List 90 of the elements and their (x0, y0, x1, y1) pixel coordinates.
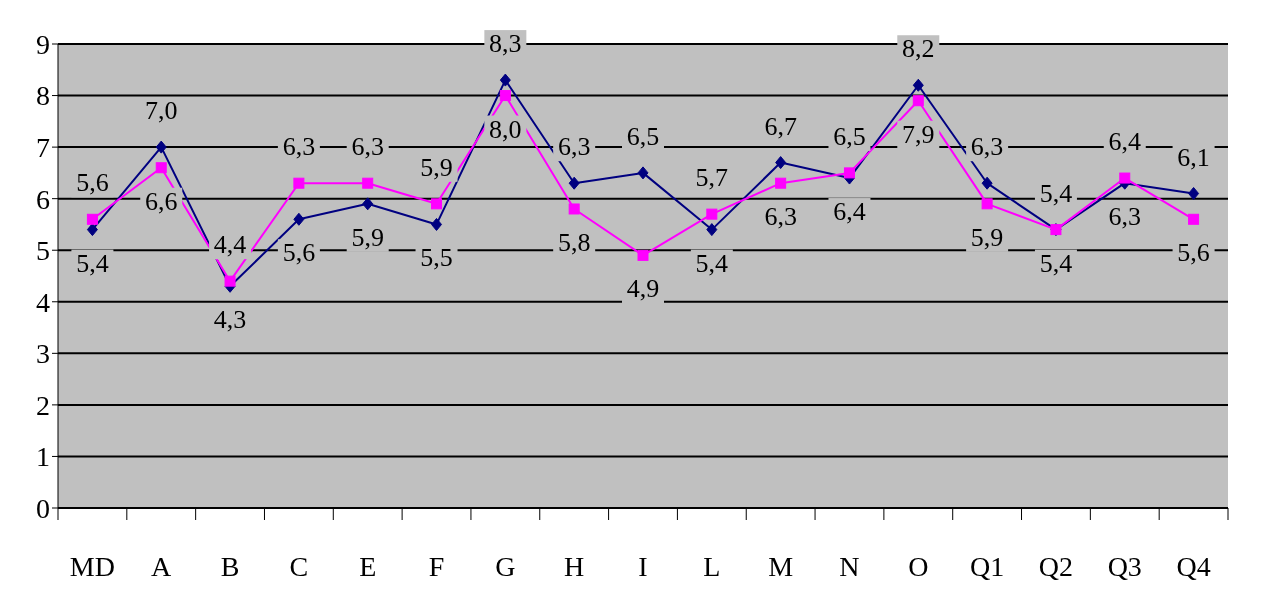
data-label: 4,4 (213, 230, 247, 260)
point (499, 73, 511, 87)
data-label: 5,5 (420, 243, 453, 273)
x-tick-label: H (564, 551, 585, 582)
point (706, 208, 718, 220)
point (912, 78, 924, 92)
x-tick-label: M (768, 551, 794, 582)
data-label: 5,6 (76, 168, 109, 198)
y-tick-label: 3 (36, 338, 50, 370)
point (637, 166, 649, 180)
data-label: 6,6 (144, 186, 178, 216)
data-label: 5,4 (1039, 178, 1073, 208)
data-label: 7,0 (144, 96, 178, 126)
x-tick-label: G (495, 551, 516, 582)
point (981, 198, 993, 210)
data-label: 7,9 (902, 119, 935, 149)
point (499, 90, 511, 102)
y-tick-label: 7 (36, 132, 50, 164)
data-label: 6,3 (970, 132, 1004, 162)
x-tick-label: MD (69, 551, 115, 582)
data-label: 5,6 (282, 238, 316, 268)
x-tick-label: N (839, 551, 860, 582)
data-label: 8,0 (489, 114, 522, 144)
data-label: 6,5 (626, 121, 660, 151)
data-label: 5,7 (695, 163, 729, 193)
data-label: 5,4 (76, 248, 109, 278)
point (224, 275, 236, 287)
data-label: 6,3 (557, 132, 591, 162)
point (155, 162, 167, 174)
point (843, 167, 855, 179)
data-label: 6,5 (833, 121, 866, 151)
point (431, 198, 443, 210)
x-tick-label: Q2 (1038, 551, 1074, 582)
y-tick-label: 0 (36, 492, 50, 524)
data-label: 5,8 (557, 227, 591, 257)
point (86, 213, 98, 225)
data-label: 6,1 (1177, 142, 1210, 172)
y-tick-label: 4 (36, 286, 50, 318)
data-label: 6,7 (764, 111, 797, 141)
point (637, 249, 649, 261)
data-label: 6,3 (1108, 202, 1142, 232)
point (568, 176, 580, 190)
data-label: 5,9 (420, 152, 453, 182)
data-label: 4,9 (626, 274, 660, 304)
y-tick-label: 5 (36, 235, 50, 267)
y-tick-label: 8 (36, 80, 50, 112)
point (1119, 172, 1131, 184)
point (431, 217, 443, 231)
x-tick-label: F (428, 551, 445, 582)
x-tick-label: B (220, 551, 240, 582)
y-tick-label: 2 (36, 389, 50, 421)
y-tick-label: 1 (36, 441, 50, 473)
data-label: 5,9 (970, 222, 1004, 252)
x-tick-label: A (151, 551, 173, 582)
point (1188, 213, 1200, 225)
point (155, 140, 167, 154)
x-tick-label: L (703, 551, 721, 582)
data-label: 5,9 (351, 222, 384, 252)
point (706, 223, 718, 237)
data-label: 5,4 (1039, 248, 1073, 278)
data-label: 4,3 (213, 305, 247, 335)
data-label: 8,2 (902, 34, 935, 64)
point (362, 197, 374, 211)
data-label: 6,4 (1108, 127, 1142, 157)
data-label: 6,3 (764, 202, 797, 232)
data-label: 6,4 (833, 197, 866, 227)
x-tick-label: I (638, 551, 648, 582)
point (568, 203, 580, 215)
point (293, 177, 305, 189)
point (981, 176, 993, 190)
x-tick-label: E (359, 551, 377, 582)
data-label: 6,3 (282, 132, 316, 162)
point (1188, 187, 1200, 201)
x-tick-label: Q3 (1107, 551, 1142, 582)
data-label: 6,3 (351, 132, 384, 162)
data-label: 5,4 (695, 248, 729, 278)
point (293, 212, 305, 226)
y-tick-label: 9 (36, 28, 50, 60)
point (775, 156, 787, 170)
x-tick-label: Q1 (970, 551, 1005, 582)
data-label: 8,3 (489, 29, 522, 59)
x-tick-label: C (289, 551, 309, 582)
point (362, 177, 374, 189)
x-tick-label: O (908, 551, 929, 582)
point (912, 95, 924, 107)
x-tick-label: Q4 (1176, 551, 1211, 582)
data-label: 5,6 (1177, 238, 1210, 268)
y-tick-label: 6 (36, 183, 50, 215)
point (86, 223, 98, 237)
point (775, 177, 787, 189)
